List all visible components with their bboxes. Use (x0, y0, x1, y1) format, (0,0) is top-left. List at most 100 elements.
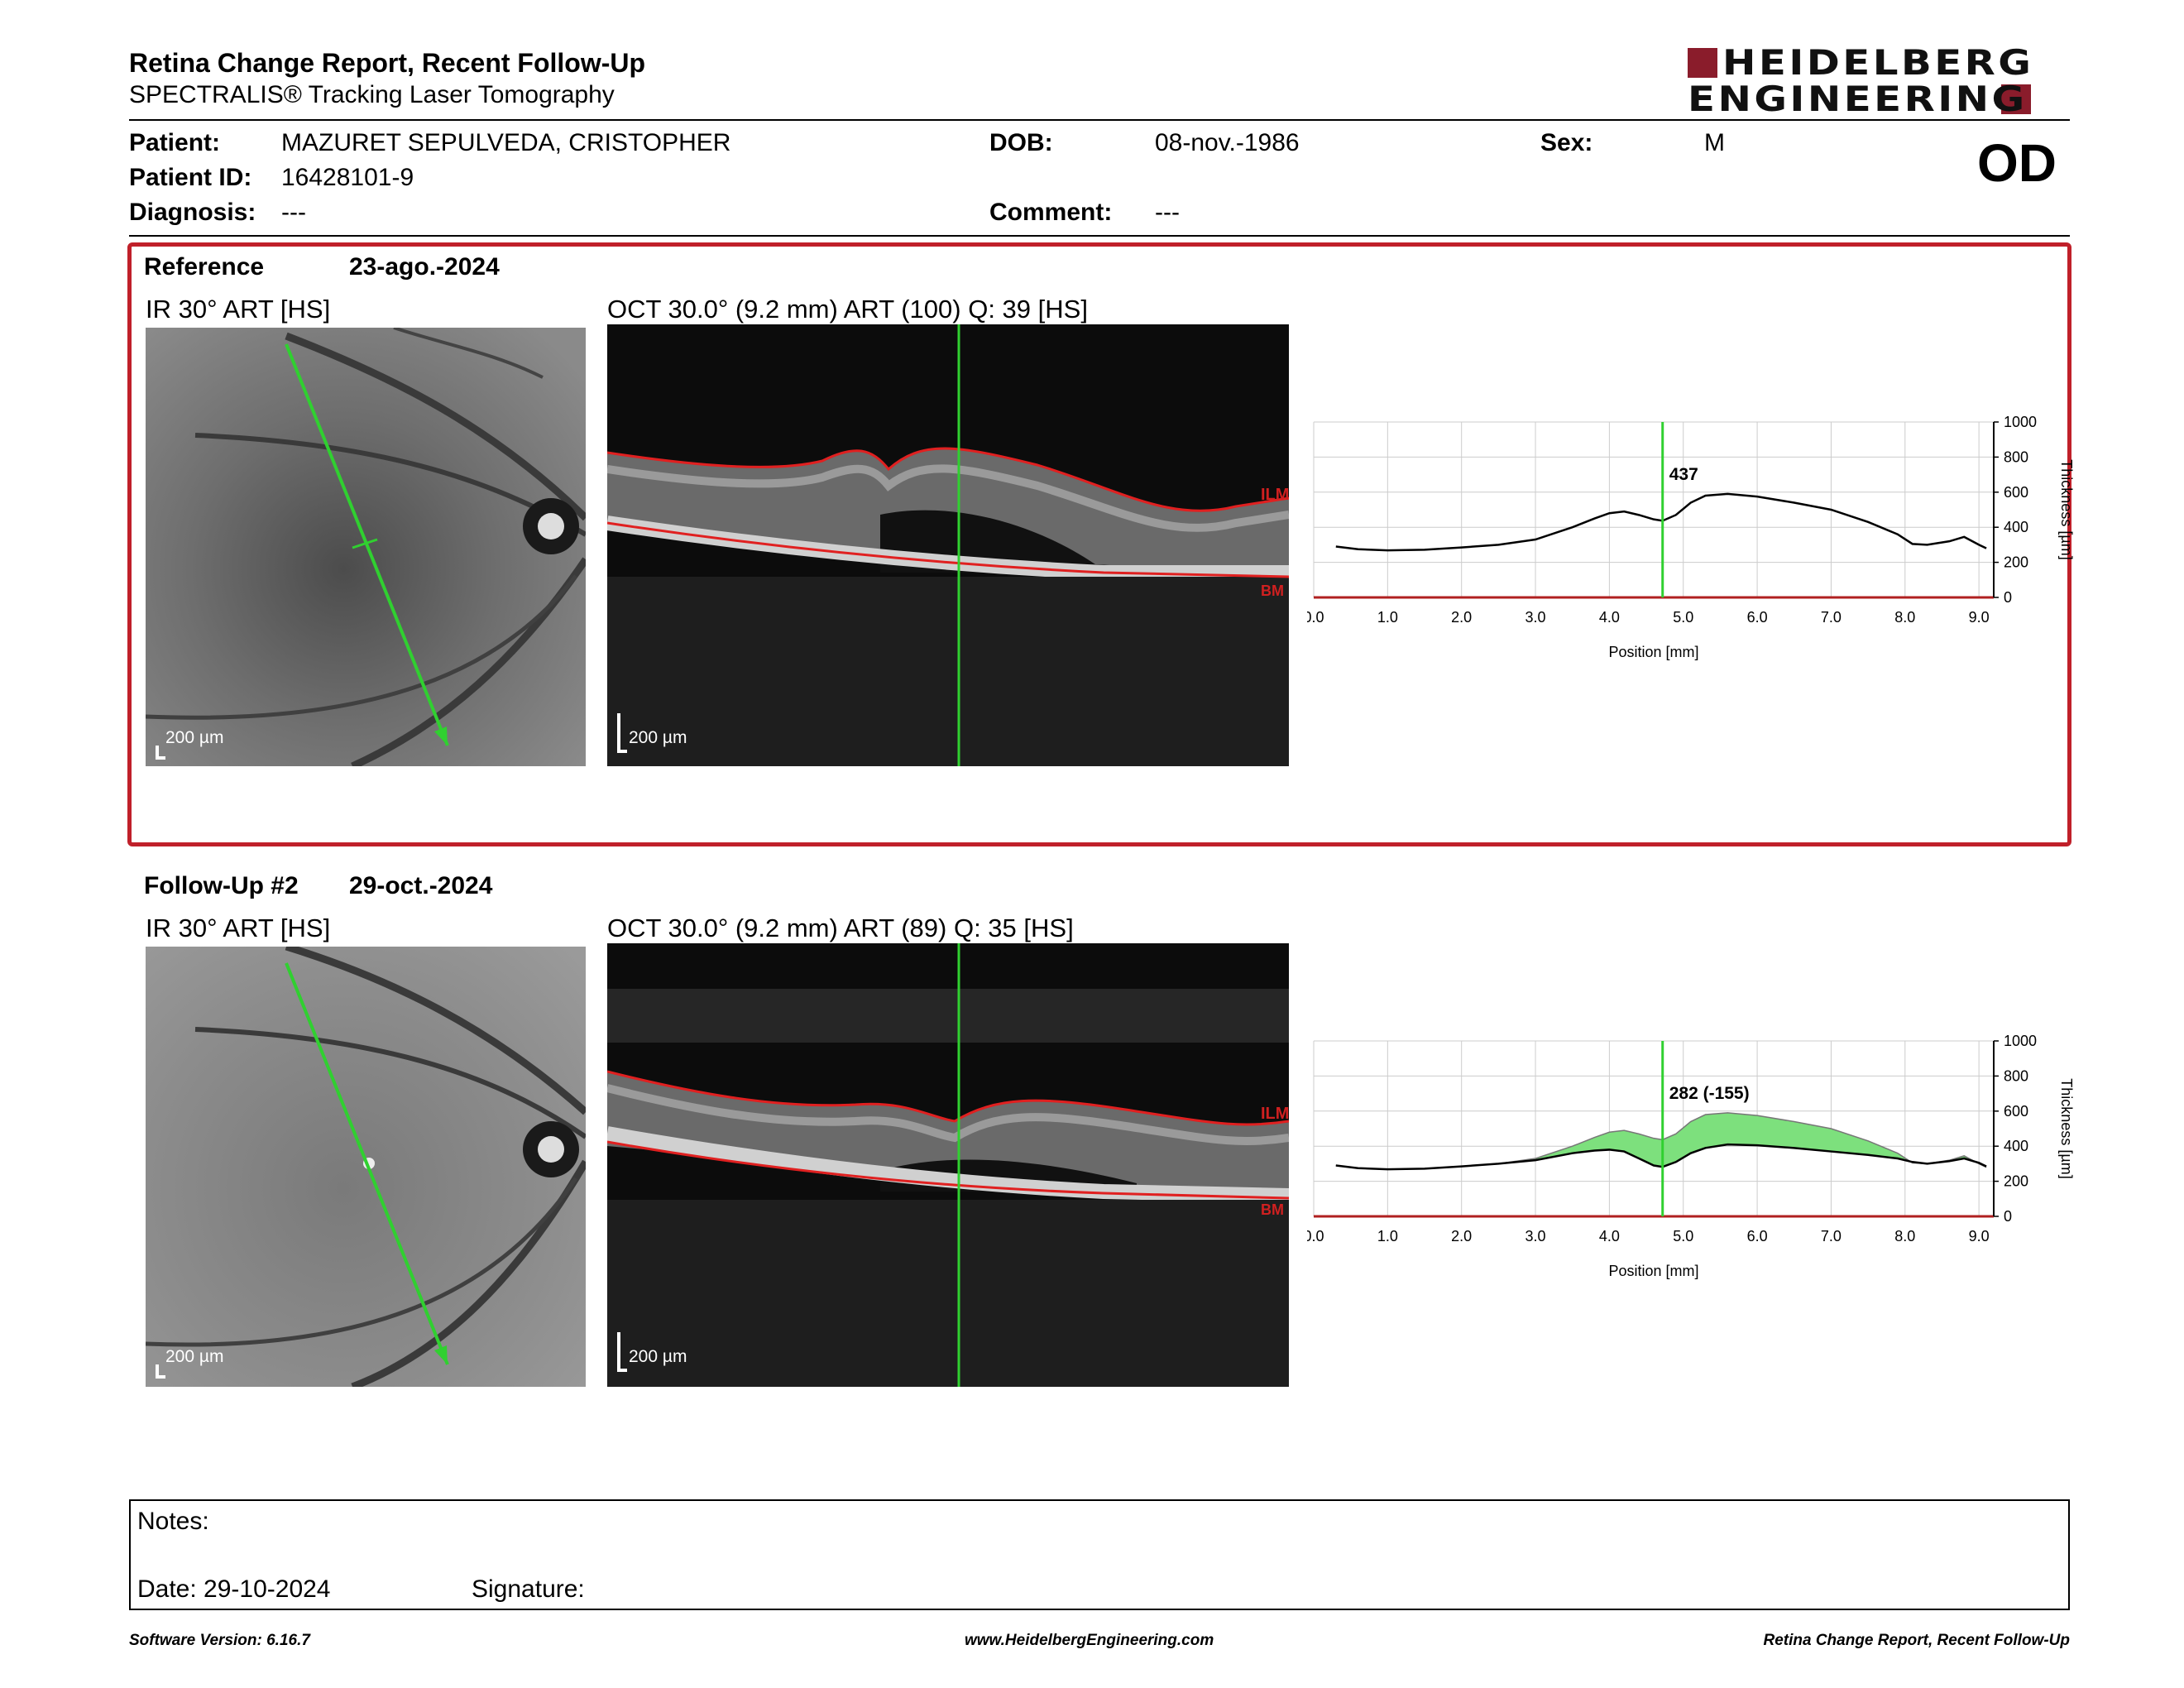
reference-ir-scale: 200 µm (165, 728, 224, 747)
y-tick-label: 1000 (2004, 1033, 2037, 1049)
patient-id-label: Patient ID: (129, 164, 252, 191)
bm-label: BM (1261, 583, 1284, 599)
scale-bar-icon (156, 746, 165, 760)
reference-ir-caption: IR 30° ART [HS] (146, 295, 331, 324)
bm-boundary (607, 521, 1289, 578)
x-tick-label: 8.0 (1894, 1228, 1915, 1244)
logo-text-2: ENGINEERING (1688, 79, 2028, 119)
x-tick-label: 9.0 (1969, 1228, 1990, 1244)
x-tick-label: 9.0 (1969, 609, 1990, 626)
x-tick-label: 1.0 (1377, 609, 1398, 626)
y-axis-label: Thickness [µm] (2058, 459, 2075, 559)
y-tick-label: 600 (2004, 484, 2028, 501)
notes-date: Date: 29-10-2024 (137, 1575, 331, 1603)
y-tick-label: 800 (2004, 448, 2028, 465)
logo-text-1: HEIDELBERG (1722, 42, 2034, 83)
x-tick-label: 4.0 (1599, 609, 1620, 626)
x-tick-label: 0.0 (1307, 609, 1324, 626)
signature-label: Signature: (472, 1575, 585, 1603)
header-rule (129, 119, 2070, 121)
scale-bar-icon (617, 1332, 627, 1372)
scan-arrow-icon (434, 727, 448, 746)
reference-frame (127, 242, 2071, 846)
reference-chart-svg: 437 0.0 1.0 2.0 3.0 4.0 5.0 6.0 7.0 8.0 9.0 0 200 400… (1303, 414, 2075, 660)
y-tick-label: 600 (2004, 1103, 2028, 1120)
eye-indicator: OD (1977, 133, 2057, 193)
x-tick-label: 8.0 (1894, 609, 1915, 626)
dob-value: 08-nov.-1986 (1155, 129, 1300, 156)
report-subtitle: SPECTRALIS® Tracking Laser Tomography (129, 81, 615, 108)
ilm-label: ILM (1261, 486, 1289, 504)
x-tick-label: 6.0 (1747, 609, 1768, 626)
followup-ir-caption: IR 30° ART [HS] (146, 914, 331, 942)
followup-oct-caption: OCT 30.0° (9.2 mm) ART (89) Q: 35 [HS] (607, 914, 1074, 942)
bm-boundary (607, 1140, 1289, 1200)
thickness-series-line (1335, 492, 1987, 552)
ilm-label: ILM (1261, 1105, 1289, 1123)
difference-area (1335, 1112, 1987, 1170)
logo-line-1: HEIDELBERG (1688, 46, 2031, 80)
followup-series-line (1335, 1143, 1987, 1171)
scan-arrow-icon (434, 1345, 448, 1364)
x-tick-label: 7.0 (1821, 1228, 1842, 1244)
notes-box: Notes: Date: 29-10-2024 Signature: (129, 1499, 2070, 1610)
footer-report-name: Retina Change Report, Recent Follow-Up (1763, 1632, 2070, 1649)
x-tick-label: 3.0 (1525, 1228, 1546, 1244)
marker-value-label: 437 (1669, 465, 1698, 484)
sex-value: M (1704, 129, 1725, 156)
reference-label: Reference (144, 253, 265, 281)
followup-label: Follow-Up #2 (144, 872, 299, 899)
x-tick-label: 5.0 (1673, 1228, 1693, 1244)
patient-name: MAZURET SEPULVEDA, CRISTOPHER (281, 129, 731, 156)
sex-label: Sex: (1540, 129, 1593, 156)
logo-square-icon (2001, 84, 2032, 114)
scale-bar-icon (617, 713, 627, 753)
ilm-boundary (607, 1070, 1289, 1126)
reference-fundus-svg (146, 328, 586, 766)
y-tick-label: 400 (2004, 519, 2028, 535)
y-tick-label: 200 (2004, 554, 2028, 571)
y-tick-label: 0 (2004, 589, 2012, 606)
reference-oct-caption: OCT 30.0° (9.2 mm) ART (100) Q: 39 [HS] (607, 295, 1088, 324)
scan-line (285, 962, 449, 1365)
y-tick-label: 200 (2004, 1173, 2028, 1190)
followup-date: 29-oct.-2024 (349, 872, 493, 899)
diagnosis-label: Diagnosis: (129, 199, 256, 226)
reference-oct-image: ILM BM 200 µm (607, 324, 1289, 766)
reference-oct-scale: 200 µm (629, 728, 687, 747)
y-tick-label: 0 (2004, 1208, 2012, 1225)
reference-date: 23-ago.-2024 (349, 253, 500, 281)
comment-value: --- (1155, 199, 1180, 226)
logo-square-icon (1688, 48, 1717, 78)
patient-label: Patient: (129, 129, 221, 156)
followup-chart-svg: 282 (-155) 0.0 1.0 2.0 3.0 4.0 5.0 6.0 7.0 8.0 9.0… (1303, 1033, 2075, 1279)
x-tick-label: 2.0 (1451, 609, 1472, 626)
followup-thickness-chart: 282 (-155) 0.0 1.0 2.0 3.0 4.0 5.0 6.0 7.0 8.0 9.0… (1303, 1033, 2085, 1297)
scan-line (285, 343, 449, 746)
ilm-boundary (607, 447, 1289, 512)
followup-oct-svg: ILM BM (607, 943, 1289, 1387)
followup-oct-scale: 200 µm (629, 1347, 687, 1366)
heidelberg-logo: HEIDELBERG ENGINEERING (1688, 46, 2070, 119)
x-tick-label: 3.0 (1525, 609, 1546, 626)
y-tick-label: 1000 (2004, 414, 2037, 430)
reference-oct-svg: ILM BM (607, 324, 1289, 766)
info-rule (129, 235, 2070, 237)
patient-id: 16428101-9 (281, 164, 414, 191)
footer-software-version: Software Version: 6.16.7 (129, 1632, 310, 1649)
followup-oct-image: ILM BM 200 µm (607, 943, 1289, 1387)
x-tick-label: 4.0 (1599, 1228, 1620, 1244)
report-title: Retina Change Report, Recent Follow-Up (129, 48, 646, 78)
bm-label: BM (1261, 1201, 1284, 1218)
followup-ir-scale: 200 µm (165, 1347, 224, 1366)
x-axis-label: Position [mm] (1608, 1263, 1698, 1279)
y-axis-label: Thickness [µm] (2058, 1078, 2075, 1178)
marker-value-label: 282 (-155) (1669, 1084, 1750, 1103)
followup-fundus-svg (146, 947, 586, 1387)
followup-ir-image: 200 µm (146, 947, 586, 1387)
y-tick-label: 800 (2004, 1067, 2028, 1084)
footer-website-link[interactable]: www.HeidelbergEngineering.com (965, 1632, 1214, 1649)
x-axis-label: Position [mm] (1608, 644, 1698, 660)
reference-thickness-chart: 437 0.0 1.0 2.0 3.0 4.0 5.0 6.0 7.0 8.0 9.0 0 200 400… (1303, 414, 2085, 679)
y-tick-label: 400 (2004, 1138, 2028, 1154)
